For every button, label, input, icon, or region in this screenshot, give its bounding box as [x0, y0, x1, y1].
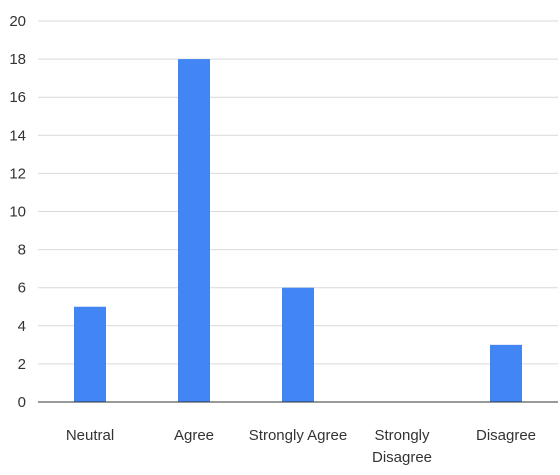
bar-agree	[178, 59, 210, 402]
x-category-label: Strongly Disagree	[372, 427, 432, 466]
x-category-label: Neutral	[66, 427, 114, 444]
y-tick-label: 2	[18, 356, 26, 373]
bar-neutral	[74, 306, 106, 402]
bar-disagree	[490, 344, 522, 402]
x-category-label: Strongly Agree	[249, 427, 347, 444]
y-tick-label: 12	[9, 165, 26, 182]
y-tick-label: 16	[9, 89, 26, 106]
y-tick-label: 6	[18, 280, 26, 297]
y-tick-label: 18	[9, 51, 26, 68]
y-tick-label: 8	[18, 242, 26, 259]
y-tick-label: 14	[9, 127, 26, 144]
bar-strongly-agree	[282, 287, 314, 402]
y-tick-label: 4	[18, 318, 26, 335]
gridlines	[38, 20, 558, 365]
bars	[74, 59, 522, 402]
y-tick-label: 10	[9, 204, 26, 221]
x-category-label: Agree	[174, 427, 214, 444]
y-tick-label: 0	[18, 394, 26, 411]
y-axis-ticks: 0 2 4 6 8 10 12 14 16 18 20	[9, 13, 26, 411]
x-axis-categories: Neutral Agree Strongly Agree Strongly Disagr…	[66, 427, 536, 466]
y-tick-label: 20	[9, 13, 26, 30]
x-category-label: Disagree	[476, 427, 536, 444]
